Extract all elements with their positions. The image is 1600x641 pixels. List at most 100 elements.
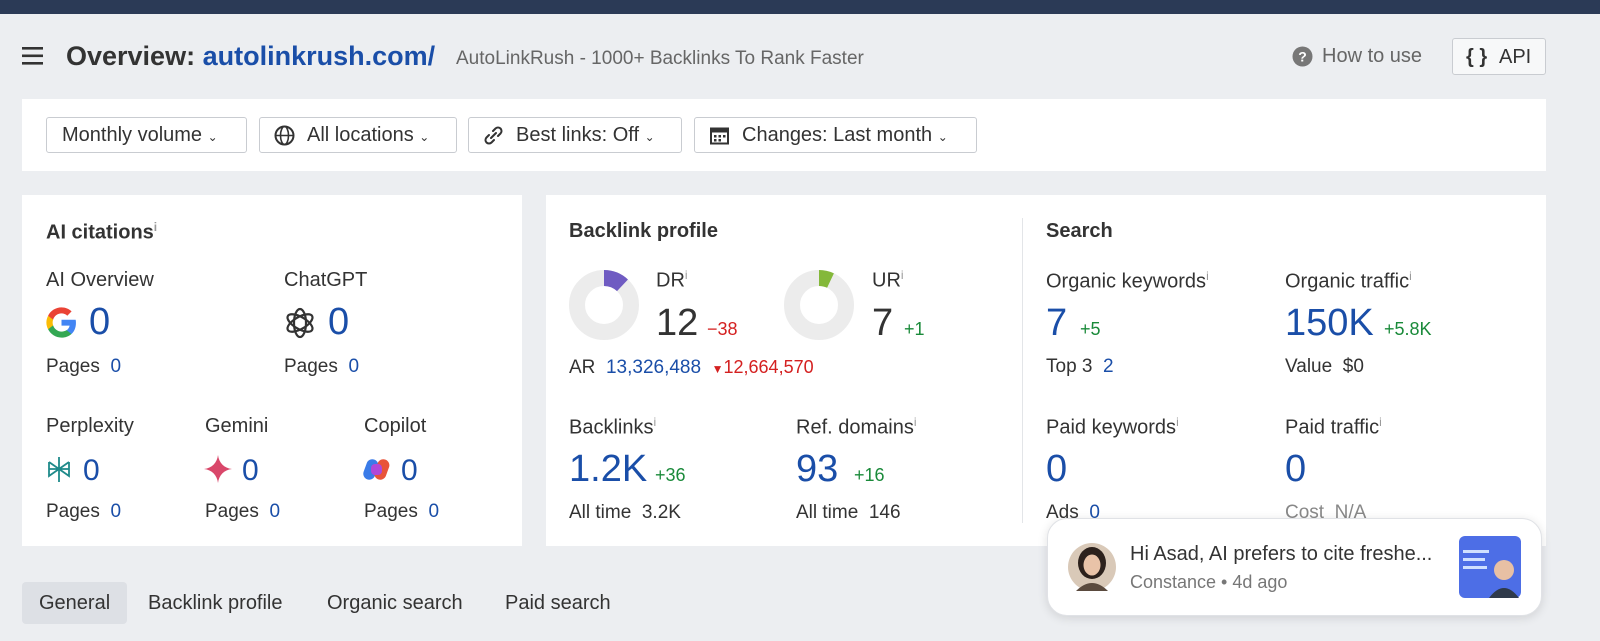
- page-title: Overview: autolinkrush.com/: [66, 41, 435, 72]
- sub-value[interactable]: 0: [348, 356, 360, 377]
- metric-label: Backlinksi: [569, 415, 656, 440]
- tab[interactable]: Backlink profile: [148, 592, 283, 614]
- metric-label: ChatGPT: [284, 269, 368, 291]
- label-text: Paid keywords: [1046, 416, 1177, 439]
- domain-link[interactable]: autolinkrush.com/: [202, 41, 436, 71]
- copilot-icon: [363, 459, 390, 480]
- title-prefix: Overview:: [66, 41, 196, 71]
- metric-value[interactable]: 0: [401, 454, 418, 487]
- sub-row: All time 3.2K: [569, 502, 681, 524]
- pages-row: Pages 0: [364, 501, 439, 523]
- svg-text:?: ?: [1298, 49, 1307, 65]
- info-icon[interactable]: i: [684, 268, 688, 282]
- tab[interactable]: Paid search: [505, 592, 611, 614]
- info-icon[interactable]: i: [153, 220, 158, 234]
- help-icon: ?: [1292, 46, 1313, 67]
- filter-label: Best links: Off: [516, 124, 640, 146]
- link-icon: [484, 126, 503, 145]
- metric-value[interactable]: 0: [1046, 448, 1068, 490]
- sub-label: Pages: [284, 356, 338, 377]
- info-icon[interactable]: i: [1409, 269, 1412, 283]
- pages-row: Pages 0: [46, 501, 121, 523]
- label-text: UR: [872, 269, 901, 292]
- how-to-use[interactable]: How to use: [1322, 45, 1423, 67]
- sub-value: $0: [1342, 356, 1364, 377]
- sub-label: Ads: [1046, 502, 1079, 523]
- dr-donut: [569, 270, 639, 340]
- metric-value: 12: [656, 302, 699, 344]
- notification[interactable]: Hi Asad, AI prefers to cite freshe... Co…: [1047, 518, 1542, 616]
- sub-value: 3.2K: [641, 502, 681, 523]
- metric-value[interactable]: 1.2K: [569, 448, 648, 490]
- menu-icon[interactable]: [22, 46, 44, 66]
- filter-button[interactable]: Monthly volume ⌄: [46, 117, 247, 153]
- sub-value[interactable]: 0: [269, 501, 281, 522]
- sub-value: N/A: [1334, 502, 1367, 523]
- calendar-icon: [710, 127, 729, 145]
- info-icon[interactable]: i: [900, 268, 904, 282]
- sub-value[interactable]: 0: [1089, 502, 1100, 523]
- sub-label: All time: [796, 502, 859, 523]
- label-text: Ref. domains: [796, 416, 914, 439]
- metric-value[interactable]: 150K: [1285, 302, 1374, 344]
- chevron: ⌄: [207, 130, 218, 144]
- sub-value: 146: [868, 502, 901, 523]
- tab[interactable]: Organic search: [327, 592, 463, 614]
- filter-button[interactable]: Best links: Off ⌄: [468, 117, 682, 153]
- sub-value[interactable]: 0: [428, 501, 440, 522]
- chevron: ⌄: [937, 130, 948, 144]
- metric-value[interactable]: 0: [89, 301, 111, 343]
- metric-value[interactable]: 0: [1285, 448, 1307, 490]
- gemini-icon: [204, 455, 232, 483]
- sub-label: Pages: [46, 356, 100, 377]
- metric-label: Organic traffici: [1285, 269, 1412, 294]
- metric-label: Organic keywordsi: [1046, 269, 1209, 294]
- sub-value[interactable]: 2: [1103, 356, 1114, 377]
- pages-row: Pages 0: [284, 356, 359, 378]
- label-text: DR: [656, 269, 685, 292]
- metric-value[interactable]: 0: [328, 301, 350, 343]
- tab-active[interactable]: General: [22, 582, 128, 624]
- top-bar: [0, 0, 1600, 14]
- sub-value[interactable]: 0: [110, 356, 122, 377]
- info-icon[interactable]: i: [1379, 415, 1382, 429]
- card-title-text: AI citations: [46, 221, 154, 244]
- chevron: ⌄: [419, 130, 430, 144]
- sub-label: Top 3: [1046, 356, 1093, 377]
- info-icon[interactable]: i: [653, 415, 657, 429]
- avatar: [1068, 543, 1116, 591]
- info-icon[interactable]: i: [1206, 269, 1209, 283]
- label-text: Paid traffic: [1285, 416, 1380, 439]
- api-button[interactable]: { } API: [1452, 38, 1546, 75]
- change: +16: [854, 465, 885, 485]
- metric-value[interactable]: 7: [1046, 302, 1068, 344]
- label-text: Organic traffic: [1285, 270, 1410, 293]
- metric-label: Paid traffici: [1285, 415, 1382, 440]
- filter-button[interactable]: Changes: Last month ⌄: [694, 117, 977, 153]
- info-icon[interactable]: i: [1176, 415, 1179, 429]
- sub-value[interactable]: 0: [110, 501, 122, 522]
- metric-value[interactable]: 93: [796, 448, 839, 490]
- ar-label: AR: [569, 357, 596, 378]
- metric-value[interactable]: 0: [83, 454, 100, 487]
- change: −38: [707, 319, 738, 339]
- metric-label: Ref. domainsi: [796, 415, 917, 440]
- info-icon[interactable]: i: [913, 415, 917, 429]
- ar-row: AR 13,326,488 ▼12,664,570: [569, 357, 814, 379]
- filter-button[interactable]: All locations ⌄: [259, 117, 457, 153]
- pages-row: Pages 0: [205, 501, 280, 523]
- metric-value: 7: [872, 302, 894, 344]
- donut-arc: [818, 270, 834, 288]
- sub-row: All time 146: [796, 502, 901, 524]
- sub-label: Pages: [205, 501, 259, 522]
- sub-label: Cost: [1285, 502, 1325, 523]
- notification-message: Hi Asad, AI prefers to cite freshe...: [1130, 543, 1433, 565]
- metric-label: Paid keywordsi: [1046, 415, 1179, 440]
- metric-value[interactable]: 0: [242, 454, 259, 487]
- ar-value[interactable]: 13,326,488: [605, 357, 702, 378]
- card-title: AI citationsi: [46, 220, 157, 245]
- metric-label: Gemini: [205, 415, 269, 437]
- filter-label: Monthly volume: [62, 124, 203, 146]
